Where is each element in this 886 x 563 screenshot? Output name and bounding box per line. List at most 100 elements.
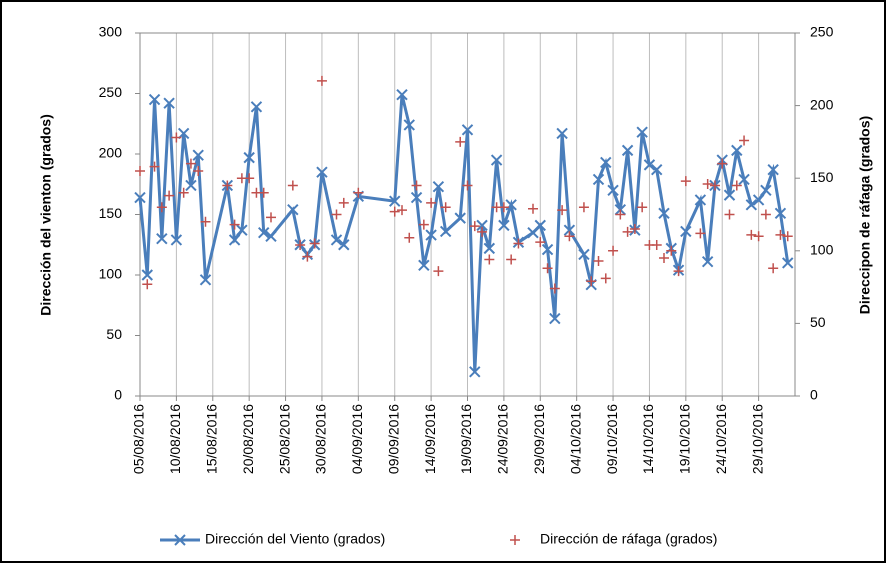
marker [135,165,145,176]
marker [534,219,546,232]
marker [258,187,269,198]
marker [338,239,350,251]
marker [593,255,604,266]
y-axis-title: Dirección del vienton (grados) [38,114,54,315]
marker [680,225,692,238]
marker [739,135,750,146]
marker [171,132,182,143]
marker [724,209,735,220]
legend-label: Dirección del Viento (grados) [205,531,385,547]
marker [680,176,691,187]
marker [592,173,605,186]
marker [666,245,677,256]
y2-tick-label: 100 [810,242,834,258]
y-tick-label: 200 [99,145,123,161]
marker [636,126,648,138]
marker [425,229,437,241]
marker [316,75,327,86]
marker [331,209,342,220]
marker [461,124,474,136]
marker [295,239,306,250]
marker [600,273,611,284]
x-tick-label: 05/08/2016 [131,404,147,474]
marker [164,190,175,201]
marker [258,226,270,239]
marker [462,180,473,191]
marker [658,207,670,219]
y-tick-label: 0 [114,387,122,403]
marker [185,179,197,192]
marker [695,228,706,239]
marker [702,179,713,190]
marker [542,263,553,274]
marker [411,180,422,191]
y2-tick-label: 0 [810,387,818,403]
marker [149,161,160,172]
marker [316,166,328,178]
marker [659,253,669,264]
marker [178,187,189,198]
marker [731,144,743,157]
marker [651,164,663,176]
marker [433,266,444,277]
marker [738,173,750,186]
marker [723,189,736,201]
marker [338,197,349,208]
marker [477,226,488,237]
marker [418,259,430,272]
marker [498,202,509,213]
marker [506,254,517,265]
marker [549,283,560,294]
marker [244,173,255,184]
marker [622,226,633,237]
marker [782,231,793,242]
marker [403,119,415,131]
marker [694,194,707,206]
marker [701,255,714,268]
marker [265,230,277,242]
marker [564,231,575,242]
marker [621,144,634,157]
marker [192,149,204,161]
marker [440,202,451,213]
x-tick-label: 24/09/2016 [495,404,511,474]
x-tick-label: 10/08/2016 [167,404,183,474]
marker [250,101,263,113]
marker [578,248,590,261]
marker [199,274,212,286]
marker [484,254,495,265]
marker [309,238,320,249]
x-tick-label: 29/09/2016 [531,404,547,474]
marker [287,203,299,216]
marker [455,136,466,147]
marker [673,266,684,277]
marker [418,219,429,230]
marker [163,97,175,109]
x-tick-label: 29/10/2016 [749,404,765,474]
x-tick-label: 04/09/2016 [349,404,365,474]
marker [228,234,241,246]
marker [586,276,597,287]
x-tick-label: 24/10/2016 [713,404,729,474]
y2-tick-label: 50 [810,314,826,330]
marker [505,199,517,211]
x-tick-label: 30/08/2016 [313,404,329,474]
marker [753,231,764,242]
marker [243,151,255,164]
marker [607,184,619,197]
marker [170,234,183,246]
marker [760,184,772,197]
marker [528,203,538,214]
marker [353,187,364,198]
y-tick-label: 300 [99,24,123,40]
marker [490,154,503,166]
y2-tick-label: 150 [810,169,834,185]
marker [141,269,153,281]
marker [469,366,481,378]
marker [389,195,401,207]
marker [229,219,240,230]
marker [476,219,488,232]
x-tick-label: 20/08/2016 [240,404,256,474]
